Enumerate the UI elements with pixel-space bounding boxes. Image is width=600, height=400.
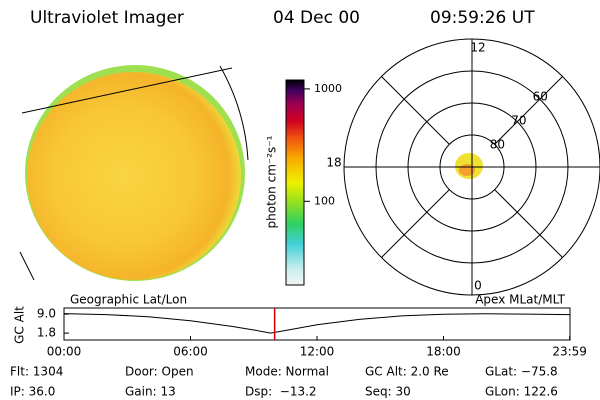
y-tick-label: 9.0 [37,307,56,321]
left-label: Geographic Lat/Lon [70,293,187,307]
image-panel [19,65,249,281]
mlt-label: 12 [470,41,485,55]
mlt-label: 0 [474,279,482,293]
info-field: Flt: 1304 [10,365,63,379]
spoke [381,189,450,258]
colorbar-tick-label: 1000 [314,82,342,95]
info-field: GLat: −75.8 [485,365,558,379]
right-label: Apex MLat/MLT [475,293,565,307]
info-field: GC Alt: 2.0 Re [365,365,449,379]
lat-label: 80 [490,137,505,151]
spoke [494,189,563,258]
info-field: Seq: 30 [365,385,411,399]
polar-plot: 807060126180 [326,38,600,296]
colorbar [285,79,305,286]
x-tick-label: 12:00 [300,345,335,359]
altitude-ylabel: GC Alt [13,306,27,344]
altitude-line [63,313,571,334]
x-tick-label: 18:00 [426,345,461,359]
altitude-frame [63,307,571,341]
title: Ultraviolet Imager [30,8,184,28]
lat-label: 60 [533,90,548,104]
geo-line [219,65,249,161]
mlt-label: 18 [326,156,341,170]
colorbar-label: photon cm⁻²s⁻¹ [265,135,279,228]
info-field: Door: Open [125,365,194,379]
info-field: IP: 36.0 [10,385,55,399]
spoke [381,76,450,145]
info-field: Dsp: −13.2 [245,385,317,399]
colorbar-tick-label: 100 [314,194,335,207]
x-tick-label: 06:00 [173,345,208,359]
info-field: Gain: 13 [125,385,176,399]
spoke [494,76,563,145]
info-field: GLon: 122.6 [485,385,558,399]
x-tick-label: 23:59 [552,345,587,359]
geo-line [21,67,233,114]
time: 09:59:26 UT [430,8,535,28]
y-tick-label: 1.8 [37,326,56,340]
geo-line [19,251,35,281]
info-field: Mode: Normal [245,365,329,379]
uv-image [27,72,241,280]
x-tick-label: 00:00 [47,345,82,359]
auroral-spot [459,164,475,176]
date: 04 Dec 00 [273,8,360,28]
